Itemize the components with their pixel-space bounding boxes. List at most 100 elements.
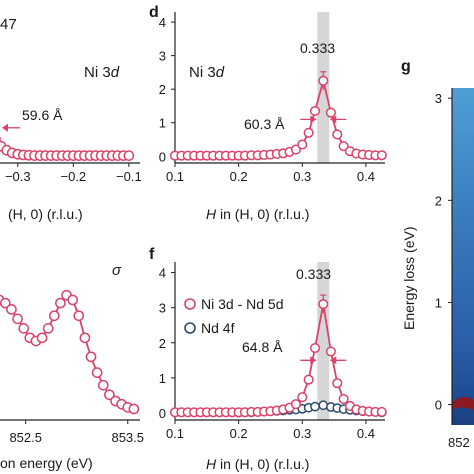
x-tick-label: −0.1 bbox=[116, 169, 142, 184]
panel-f-peak-label: 0.333 bbox=[296, 266, 331, 282]
panel-c-ni-label: Ni 3d bbox=[84, 64, 120, 81]
data-point bbox=[303, 374, 314, 385]
data-point bbox=[67, 294, 79, 306]
data-point bbox=[332, 378, 343, 389]
data-point bbox=[91, 367, 103, 378]
data-point bbox=[55, 297, 66, 309]
heatmap-image bbox=[452, 88, 474, 425]
data-point bbox=[42, 323, 54, 334]
panel-d-fwhm-label: 60.3 Å bbox=[244, 116, 285, 132]
y-tick-label: 3 bbox=[435, 91, 442, 106]
panel-g-xtick: 852 bbox=[448, 435, 470, 450]
x-tick-label: 0.4 bbox=[357, 426, 375, 441]
data-point bbox=[123, 150, 135, 161]
panel-f-xlabel: H in (H, 0) (r.l.u.) bbox=[206, 456, 309, 472]
y-tick-label: 2 bbox=[159, 336, 166, 351]
data-point bbox=[6, 304, 17, 315]
data-point bbox=[73, 310, 85, 322]
y-tick-label: 4 bbox=[159, 266, 166, 281]
data-point bbox=[332, 129, 343, 140]
x-tick-label: 0.2 bbox=[230, 169, 248, 184]
data-point bbox=[297, 139, 308, 150]
legend-label-nd: Nd 4f bbox=[201, 320, 235, 336]
data-point bbox=[325, 346, 336, 357]
data-point bbox=[290, 144, 301, 155]
fwhm-arrowhead-right bbox=[330, 356, 337, 365]
data-point bbox=[325, 107, 336, 118]
x-tick-label: 852.5 bbox=[9, 430, 42, 445]
panel-g-partial: 0 1 2 3 bbox=[435, 88, 474, 425]
panel-g-ylabel: Energy loss (eV) bbox=[401, 227, 417, 330]
data-point bbox=[318, 400, 329, 411]
data-point bbox=[318, 75, 329, 86]
data-point bbox=[338, 141, 349, 152]
panel-d: 0.1 0.2 0.3 0.4 0 1 2 3 4 bbox=[159, 12, 387, 184]
y-tick-label: 1 bbox=[159, 371, 166, 386]
y-tick-label: 1 bbox=[159, 116, 166, 131]
fwhm-arrowhead-left bbox=[310, 356, 317, 365]
data-point bbox=[318, 299, 329, 310]
x-tick-label: 0.4 bbox=[357, 169, 375, 184]
data-point bbox=[36, 332, 48, 344]
data-point bbox=[104, 389, 115, 401]
panel-d-peak-label: 0.333 bbox=[300, 40, 335, 56]
y-tick-label: 4 bbox=[159, 15, 166, 30]
panel-e-xlabel: on energy (eV) bbox=[0, 455, 93, 471]
panel-f-legend: Ni 3d - Nd 5d Nd 4f bbox=[184, 296, 283, 336]
data-point bbox=[290, 399, 301, 410]
data-point bbox=[0, 297, 11, 309]
panel-d-label: d bbox=[149, 4, 159, 21]
y-tick-label: 3 bbox=[159, 301, 166, 316]
panel-c-partial: −0.3 −0.2 −0.1 bbox=[0, 123, 142, 184]
data-point bbox=[303, 127, 314, 138]
legend-marker-nd bbox=[184, 322, 196, 334]
panel-f: 0.1 0.2 0.3 0.4 0 1 2 3 4 bbox=[159, 262, 387, 441]
data-point bbox=[309, 342, 321, 354]
panel-f-fwhm-label: 64.8 Å bbox=[242, 339, 283, 355]
data-point bbox=[376, 150, 387, 161]
y-tick-label: 1 bbox=[435, 295, 442, 310]
panel-e-partial: 852.5 853.5 bbox=[0, 289, 144, 445]
panel-c-xlabel: (H, 0) (r.l.u.) bbox=[8, 206, 83, 222]
data-point bbox=[376, 406, 387, 417]
panel-g-label: g bbox=[401, 58, 411, 75]
x-tick-label: −0.2 bbox=[60, 169, 86, 184]
x-tick-label: 0.3 bbox=[293, 426, 311, 441]
x-tick-label: 0.1 bbox=[166, 169, 184, 184]
data-point bbox=[12, 313, 23, 325]
data-point bbox=[79, 332, 91, 344]
y-tick-label: 2 bbox=[435, 193, 442, 208]
x-tick-label: 0.1 bbox=[166, 426, 184, 441]
legend-marker-ni bbox=[184, 298, 196, 310]
data-point bbox=[297, 392, 308, 403]
x-tick-label: 0.2 bbox=[230, 426, 248, 441]
highlight-band bbox=[317, 262, 330, 420]
data-point bbox=[310, 401, 320, 412]
y-tick-label: 0 bbox=[159, 406, 166, 421]
y-tick-label: 0 bbox=[435, 398, 442, 413]
data-point bbox=[48, 310, 60, 322]
panel-d-ni-label: Ni 3d bbox=[189, 64, 225, 81]
y-tick-label: 0 bbox=[159, 149, 166, 164]
data-point bbox=[338, 393, 349, 404]
elastic-line bbox=[452, 396, 474, 411]
fwhm-arrowhead-left bbox=[310, 115, 317, 124]
data-point bbox=[128, 403, 140, 415]
data-point bbox=[309, 105, 321, 117]
data-point bbox=[97, 379, 109, 391]
y-tick-label: 3 bbox=[159, 49, 166, 64]
panel-d-xlabel: H in (H, 0) (r.l.u.) bbox=[206, 206, 309, 222]
panel-c-fwhm-label: 59.6 Å bbox=[22, 107, 63, 123]
fwhm-arrowhead-right bbox=[330, 115, 337, 124]
y-tick-label: 2 bbox=[159, 82, 166, 97]
legend-label-ni: Ni 3d - Nd 5d bbox=[201, 296, 283, 312]
x-tick-label: −0.3 bbox=[5, 169, 31, 184]
data-point bbox=[18, 323, 30, 334]
x-tick-label: 853.5 bbox=[111, 430, 144, 445]
x-tick-label: 0.3 bbox=[293, 169, 311, 184]
panel-f-label: f bbox=[149, 246, 155, 263]
fwhm-arrowhead bbox=[2, 123, 8, 132]
panel-c-corner-text: 47 bbox=[0, 16, 17, 33]
panel-e-sigma-label: σ bbox=[112, 262, 122, 279]
